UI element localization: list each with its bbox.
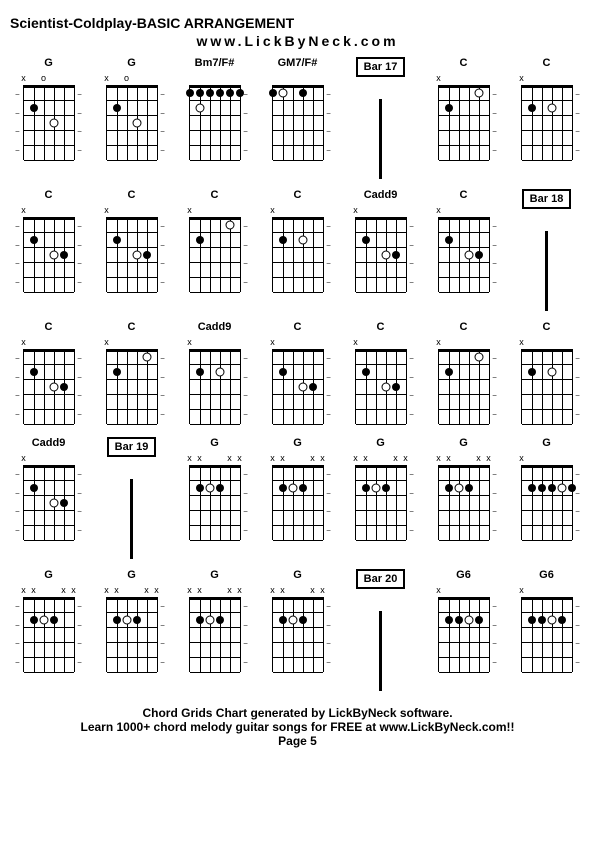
chord-diagram: Cx––––: [259, 321, 336, 427]
chord-name: Cadd9: [32, 437, 66, 451]
chord-name: G: [127, 569, 136, 583]
bar-marker: Bar 17: [342, 57, 419, 179]
chord-diagram: Cx––––: [425, 189, 502, 311]
chord-name: C: [294, 189, 302, 203]
chord-name: C: [211, 189, 219, 203]
chord-name: G: [293, 437, 302, 451]
chord-name: C: [543, 321, 551, 335]
chord-name: GM7/F#: [278, 57, 318, 71]
chord-diagram: Cx––––: [93, 321, 170, 427]
chord-diagram: Gxxxx––––––––: [10, 569, 87, 691]
chord-name: G: [44, 57, 53, 71]
chord-name: C: [294, 321, 302, 335]
chord-diagram: Gxo––––: [93, 57, 170, 179]
chord-diagram: Cadd9x––––: [342, 189, 419, 311]
chord-diagram: Gxo––––––––: [10, 57, 87, 179]
chord-diagram: G6x––––: [425, 569, 502, 691]
bar-label: Bar 18: [522, 189, 572, 209]
chord-name: Cadd9: [198, 321, 232, 335]
bar-label: Bar 20: [356, 569, 406, 589]
chord-diagram: Gxxxx––––: [425, 437, 502, 559]
chord-diagram: Cadd9x––––––––: [10, 437, 87, 559]
chord-diagram: Cx––––: [425, 57, 502, 179]
chord-name: C: [45, 189, 53, 203]
bar-marker: Bar 19: [93, 437, 170, 559]
chord-diagram: Cx––––: [508, 57, 585, 179]
chord-name: C: [460, 189, 468, 203]
chord-name: C: [128, 189, 136, 203]
bar-divider: [379, 99, 382, 179]
footer-line-1: Chord Grids Chart generated by LickByNec…: [10, 706, 585, 720]
chord-name: G: [542, 437, 551, 451]
chord-grid: Gxo––––––––Gxo––––Bm7/F#––––GM7/F#–––– Ba…: [10, 57, 585, 691]
chord-diagram: Cx––––: [176, 189, 253, 311]
chord-name: Bm7/F#: [195, 57, 235, 71]
chord-diagram: Gx––––: [508, 437, 585, 559]
chord-diagram: Cx––––: [342, 321, 419, 427]
page-number: Page 5: [10, 734, 585, 748]
chord-name: C: [460, 321, 468, 335]
footer-line-2: Learn 1000+ chord melody guitar songs fo…: [10, 720, 585, 734]
bar-label: Bar 17: [356, 57, 406, 77]
chord-name: C: [377, 321, 385, 335]
chord-name: C: [45, 321, 53, 335]
chord-diagram: Cx––––: [508, 321, 585, 427]
chord-diagram: Gxxxx––––: [93, 569, 170, 691]
chord-name: G: [376, 437, 385, 451]
chord-diagram: Cx––––: [93, 189, 170, 311]
footer: Chord Grids Chart generated by LickByNec…: [10, 706, 585, 748]
chord-diagram: Gxxxx––––: [259, 437, 336, 559]
chord-diagram: Gxxxx––––: [176, 437, 253, 559]
chord-name: G: [127, 57, 136, 71]
bar-marker: Bar 18: [508, 189, 585, 311]
chord-name: G6: [456, 569, 471, 583]
chord-name: C: [460, 57, 468, 71]
site-url: www.LickByNeck.com: [10, 33, 585, 49]
chord-diagram: Cx––––: [425, 321, 502, 427]
chord-diagram: G6x––––: [508, 569, 585, 691]
chord-name: C: [128, 321, 136, 335]
chord-name: Cadd9: [364, 189, 398, 203]
chord-diagram: Cx––––––––: [10, 189, 87, 311]
bar-label: Bar 19: [107, 437, 157, 457]
chord-diagram: Gxxxx––––: [176, 569, 253, 691]
chord-name: G: [210, 437, 219, 451]
chord-diagram: Gxxxx––––: [259, 569, 336, 691]
chord-diagram: GM7/F#––––: [259, 57, 336, 179]
bar-marker: Bar 20: [342, 569, 419, 691]
chord-name: G: [293, 569, 302, 583]
bar-divider: [130, 479, 133, 559]
chord-diagram: Cx––––: [259, 189, 336, 311]
chord-name: G: [210, 569, 219, 583]
chord-diagram: Cadd9x––––: [176, 321, 253, 427]
chord-diagram: Gxxxx––––: [342, 437, 419, 559]
bar-divider: [379, 611, 382, 691]
chord-name: G6: [539, 569, 554, 583]
page-title: Scientist-Coldplay-BASIC ARRANGEMENT: [10, 15, 585, 31]
chord-name: C: [543, 57, 551, 71]
chord-name: G: [44, 569, 53, 583]
chord-name: G: [459, 437, 468, 451]
chord-diagram: Cx––––––––: [10, 321, 87, 427]
bar-divider: [545, 231, 548, 311]
chord-diagram: Bm7/F#––––: [176, 57, 253, 179]
